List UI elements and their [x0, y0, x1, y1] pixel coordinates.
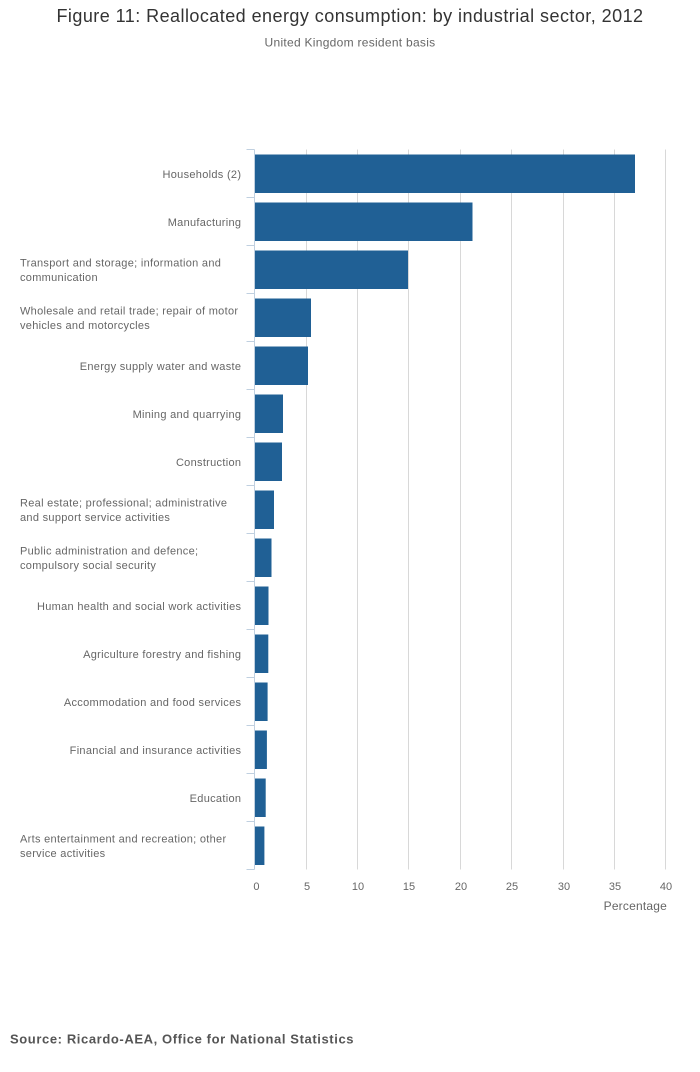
svg-text:and support service activities: and support service activities	[20, 512, 170, 524]
svg-text:Education: Education	[190, 793, 242, 805]
svg-text:35: 35	[609, 881, 621, 893]
svg-text:service activities: service activities	[20, 848, 106, 860]
svg-text:United Kingdom resident basis: United Kingdom resident basis	[265, 36, 436, 50]
svg-text:20: 20	[455, 881, 467, 893]
svg-text:Transport and storage; informa: Transport and storage; information and	[20, 257, 221, 269]
svg-text:30: 30	[558, 881, 570, 893]
svg-text:Financial and insurance activi: Financial and insurance activities	[70, 745, 242, 757]
svg-text:Households (2): Households (2)	[163, 169, 242, 181]
svg-text:Source: Ricardo-AEA, Office fo: Source: Ricardo-AEA, Office for National…	[10, 1032, 354, 1047]
svg-text:Accommodation and food service: Accommodation and food services	[64, 697, 242, 709]
svg-text:Wholesale and retail trade; re: Wholesale and retail trade; repair of mo…	[20, 305, 238, 317]
svg-text:Manufacturing: Manufacturing	[168, 217, 242, 229]
svg-text:40: 40	[660, 881, 672, 893]
svg-text:Agriculture forestry and fishi: Agriculture forestry and fishing	[83, 649, 241, 661]
svg-text:Human health and social work a: Human health and social work activities	[37, 601, 241, 613]
svg-text:Arts entertainment and recreat: Arts entertainment and recreation; other	[20, 833, 226, 845]
svg-text:Construction: Construction	[176, 457, 241, 469]
svg-text:Mining and quarrying: Mining and quarrying	[133, 409, 242, 421]
svg-text:Public administration and defe: Public administration and defence;	[20, 545, 198, 557]
svg-text:25: 25	[506, 881, 518, 893]
svg-text:15: 15	[403, 881, 415, 893]
svg-text:communication: communication	[20, 272, 98, 284]
svg-text:vehicles and motorcycles: vehicles and motorcycles	[20, 320, 150, 332]
svg-text:Energy supply water and waste: Energy supply water and waste	[80, 361, 242, 373]
svg-text:Figure 11: Reallocated energy: Figure 11: Reallocated energy consumptio…	[56, 6, 643, 26]
svg-text:Percentage: Percentage	[604, 899, 668, 913]
svg-text:Real estate; professional; adm: Real estate; professional; administrativ…	[20, 497, 227, 509]
svg-text:compulsory social security: compulsory social security	[20, 560, 156, 572]
svg-text:5: 5	[304, 881, 310, 893]
svg-text:10: 10	[352, 881, 364, 893]
svg-text:0: 0	[253, 881, 259, 893]
